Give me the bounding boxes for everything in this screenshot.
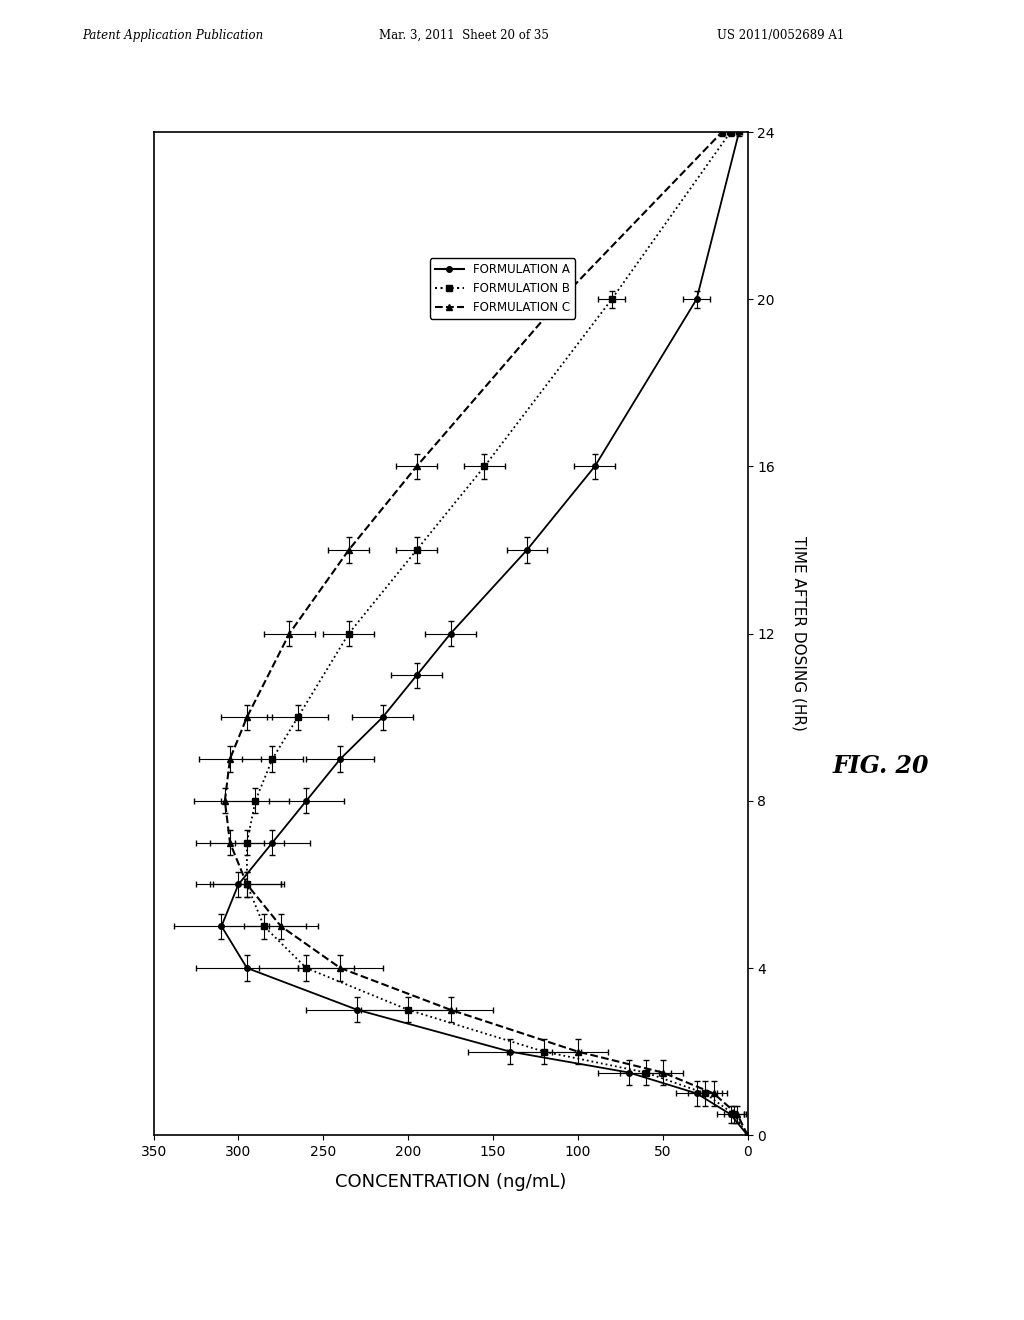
Y-axis label: TIME AFTER DOSING (HR): TIME AFTER DOSING (HR) xyxy=(792,536,807,731)
Text: Patent Application Publication: Patent Application Publication xyxy=(82,29,263,42)
Legend: FORMULATION A, FORMULATION B, FORMULATION C: FORMULATION A, FORMULATION B, FORMULATIO… xyxy=(430,259,575,318)
Text: Mar. 3, 2011  Sheet 20 of 35: Mar. 3, 2011 Sheet 20 of 35 xyxy=(379,29,549,42)
X-axis label: CONCENTRATION (ng/mL): CONCENTRATION (ng/mL) xyxy=(335,1172,566,1191)
Text: FIG. 20: FIG. 20 xyxy=(833,754,929,777)
Text: US 2011/0052689 A1: US 2011/0052689 A1 xyxy=(717,29,844,42)
